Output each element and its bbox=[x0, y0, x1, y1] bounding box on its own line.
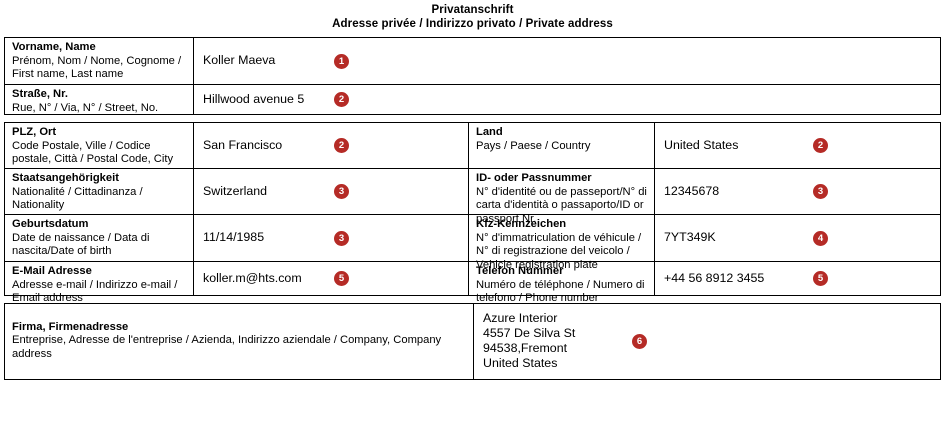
form-header: Privatanschrift Adresse privée / Indiriz… bbox=[0, 0, 945, 31]
field-label-de: Staatsangehörigkeit bbox=[12, 172, 119, 184]
value-text-strasse-nr: Hillwood avenue 5 bbox=[203, 91, 305, 106]
value-cell-telefon[interactable]: +44 56 8912 3455 5 bbox=[655, 262, 940, 295]
step-badge-2-street: 2 bbox=[334, 92, 349, 107]
form-title-de: Privatanschrift bbox=[431, 4, 514, 16]
field-label-translations: Entreprise, Adresse de l'entreprise / Az… bbox=[12, 334, 442, 360]
field-label-de: Firma, Firmenadresse bbox=[12, 320, 129, 333]
field-label-de: PLZ, Ort bbox=[12, 126, 57, 138]
label-cell-firma: Firma, Firmenadresse Entreprise, Adresse… bbox=[5, 304, 474, 379]
step-badge-1: 1 bbox=[334, 53, 349, 69]
field-label-de: E-Mail Adresse bbox=[12, 265, 92, 277]
value-cell-kfz-kennzeichen[interactable]: 7YT349K 4 bbox=[655, 215, 940, 261]
label-cell-passnummer: ID- oder Passnummer N° d'identité ou de … bbox=[469, 169, 655, 225]
field-label-translations: Date de naissance / Data di nascita/Date… bbox=[12, 231, 150, 258]
field-label-de: Telefon Nummer bbox=[476, 265, 564, 277]
value-cell-geburtsdatum[interactable]: 11/14/1985 3 bbox=[194, 215, 469, 261]
step-badge-5-email: 5 bbox=[334, 271, 349, 286]
table-row-plz-land: PLZ, Ort Code Postale, Ville / Codice po… bbox=[5, 123, 940, 169]
field-label-de: Land bbox=[476, 126, 503, 138]
table-row-strasse-nr: Straße, Nr. Rue, N° / Via, N° / Street, … bbox=[5, 85, 940, 114]
value-text-plz-ort: San Francisco bbox=[203, 137, 283, 152]
value-text-nationality: Switzerland bbox=[203, 183, 268, 198]
company-block: Firma, Firmenadresse Entreprise, Adresse… bbox=[4, 303, 941, 380]
step-badge-6: 6 bbox=[632, 334, 647, 349]
personal-name-block: Vorname, Name Prénom, Nom / Nome, Cognom… bbox=[4, 37, 941, 115]
form-title-translations: Adresse privée / Indirizzo privato / Pri… bbox=[332, 18, 613, 30]
value-text-company-address: Azure Interior 4557 De Silva St 94538,Fr… bbox=[483, 311, 576, 370]
value-cell-vorname-name[interactable]: Koller Maeva 1 bbox=[194, 38, 940, 84]
value-text-land: United States bbox=[664, 137, 739, 152]
value-cell-email[interactable]: koller.m@hts.com 5 bbox=[194, 262, 469, 295]
label-cell-kfz-kennzeichen: Kfz-Kennzeichen N° d'immatriculation de … bbox=[469, 215, 655, 271]
label-cell-strasse-nr: Straße, Nr. Rue, N° / Via, N° / Street, … bbox=[5, 85, 194, 114]
value-cell-plz-ort[interactable]: San Francisco 2 bbox=[194, 123, 469, 168]
value-text-phone: +44 56 8912 3455 bbox=[664, 270, 765, 285]
table-row-nationality-passport: Staatsangehörigkeit Nationalité / Cittad… bbox=[5, 169, 940, 225]
step-badge-3-nationality: 3 bbox=[334, 184, 349, 199]
field-label-translations: Rue, N° / Via, N° / Street, No. bbox=[12, 101, 159, 114]
label-cell-email: E-Mail Adresse Adresse e-mail / Indirizz… bbox=[5, 262, 194, 304]
field-label-de: Straße, Nr. bbox=[12, 88, 68, 100]
step-badge-5-phone: 5 bbox=[813, 271, 828, 286]
step-badge-4: 4 bbox=[813, 230, 828, 246]
value-cell-staatsangehoerigkeit[interactable]: Switzerland 3 bbox=[194, 169, 469, 214]
table-row-firma: Firma, Firmenadresse Entreprise, Adresse… bbox=[5, 304, 940, 379]
field-label-translations: Adresse e-mail / Indirizzo e-mail / Emai… bbox=[12, 278, 178, 305]
step-badge-2-country: 2 bbox=[813, 138, 828, 153]
value-text-email: koller.m@hts.com bbox=[203, 270, 302, 285]
field-label-translations: Numéro de téléphone / Numero di telefono… bbox=[476, 278, 645, 305]
identity-details-block: PLZ, Ort Code Postale, Ville / Codice po… bbox=[4, 122, 941, 304]
step-badge-3-passport: 3 bbox=[813, 184, 828, 199]
field-label-de: Geburtsdatum bbox=[12, 218, 89, 230]
field-label-translations: Code Postale, Ville / Codice postale, Ci… bbox=[12, 139, 174, 166]
value-text-vehicle-plate: 7YT349K bbox=[664, 230, 716, 244]
table-row-vorname-name: Vorname, Name Prénom, Nom / Nome, Cognom… bbox=[5, 38, 940, 85]
table-row-birthdate-vehicle: Geburtsdatum Date de naissance / Data di… bbox=[5, 215, 940, 271]
label-cell-plz-ort: PLZ, Ort Code Postale, Ville / Codice po… bbox=[5, 123, 194, 168]
value-text-vorname-name: Koller Maeva bbox=[203, 53, 276, 67]
field-label-de: Vorname, Name bbox=[12, 41, 96, 53]
field-label-translations: Nationalité / Cittadinanza / Nationality bbox=[12, 185, 143, 212]
label-cell-staatsangehoerigkeit: Staatsangehörigkeit Nationalité / Cittad… bbox=[5, 169, 194, 214]
value-cell-land[interactable]: United States 2 bbox=[655, 123, 940, 168]
field-label-translations: Pays / Paese / Country bbox=[476, 139, 591, 152]
value-cell-firma[interactable]: Azure Interior 4557 De Silva St 94538,Fr… bbox=[474, 304, 940, 379]
step-badge-2-city: 2 bbox=[334, 138, 349, 153]
value-cell-strasse-nr[interactable]: Hillwood avenue 5 2 bbox=[194, 85, 940, 114]
field-label-translations: Prénom, Nom / Nome, Cognome / First name… bbox=[12, 54, 182, 81]
step-badge-3-birthdate: 3 bbox=[334, 230, 349, 246]
table-row-email-phone: E-Mail Adresse Adresse e-mail / Indirizz… bbox=[5, 262, 940, 304]
label-cell-geburtsdatum: Geburtsdatum Date de naissance / Data di… bbox=[5, 215, 194, 261]
value-text-passport-number: 12345678 bbox=[664, 183, 720, 198]
field-label-translations: N° d'immatriculation de véhicule / N° di… bbox=[476, 231, 642, 271]
value-cell-passnummer[interactable]: 12345678 3 bbox=[655, 169, 940, 214]
field-label-de: ID- oder Passnummer bbox=[476, 172, 592, 184]
label-cell-telefon: Telefon Nummer Numéro de téléphone / Num… bbox=[469, 262, 655, 304]
field-label-translations: N° d'identité ou de passeport/N° di cart… bbox=[476, 185, 647, 225]
label-cell-vorname-name: Vorname, Name Prénom, Nom / Nome, Cognom… bbox=[5, 38, 194, 84]
field-label-de: Kfz-Kennzeichen bbox=[476, 218, 567, 230]
label-cell-land: Land Pays / Paese / Country bbox=[469, 123, 655, 168]
value-text-date-of-birth: 11/14/1985 bbox=[203, 230, 265, 244]
